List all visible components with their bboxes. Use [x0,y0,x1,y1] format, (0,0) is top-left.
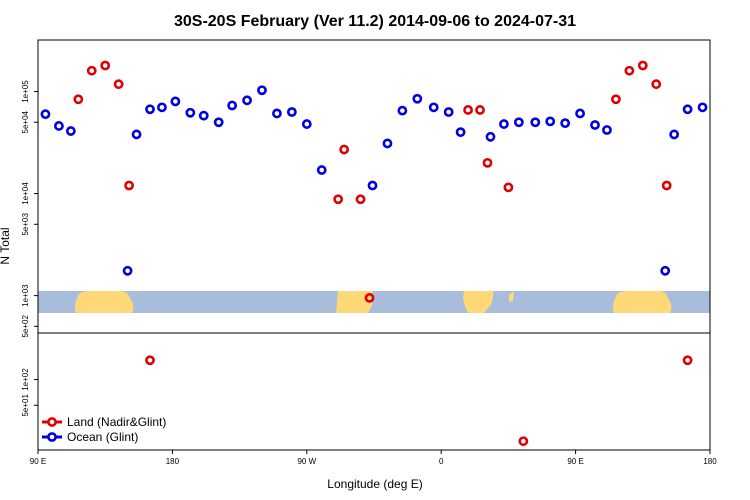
legend: Land (Nadir&Glint) Ocean (Glint) [42,415,166,444]
bottom-y-axis: 5e+01 1e+02 [21,368,38,417]
y-tick-label: 5e+01 [21,393,30,416]
land-point [611,94,621,105]
top-y-axis: 5e+02 1e+03 5e+03 1e+04 5e+04 1e+05 [21,80,38,338]
land-mass-africa [463,291,494,313]
ocean-point [530,117,541,128]
ocean-point [257,85,267,96]
ocean-point [602,125,612,135]
land-mass-madagascar [509,292,514,302]
land-point [124,180,134,191]
land-mass-australia [75,291,134,313]
ocean-point [485,131,496,142]
x-axis-label: Longitude (deg E) [327,477,422,491]
land-point [145,355,155,366]
ocean-point [185,107,196,118]
ocean-point [367,180,378,191]
land-point [624,65,635,76]
land-point [333,194,344,205]
ocean-point [412,93,423,104]
land-point [73,94,84,105]
x-axis: 90 E 180 90 W 0 90 E 180 [30,450,717,466]
legend-ocean-marker [47,432,57,442]
ocean-point [227,100,238,111]
ocean-point [65,126,76,136]
ocean-point [286,107,297,117]
land-point [651,79,662,90]
bottom-panel-frame [37,332,711,451]
x-tick-label: 90 W [297,457,316,466]
legend-land-marker [47,417,57,427]
ocean-point [122,265,133,276]
data-points [40,60,708,447]
ocean-point [157,102,167,113]
legend-item-ocean: Ocean (Glint) [42,430,138,444]
ocean-point [382,138,393,149]
ocean-point [560,118,571,129]
ocean-point [213,117,224,128]
ocean-point [545,116,556,127]
ocean-point [301,119,312,129]
ocean-point [499,119,509,129]
land-point [475,105,485,115]
ocean-point [513,117,524,128]
y-tick-label: 1e+04 [21,182,30,205]
x-tick-label: 90 E [567,457,583,466]
legend-ocean-label: Ocean (Glint) [67,430,138,444]
top-panel-frame [37,39,711,334]
ocean-point [316,165,327,175]
land-point [113,79,124,90]
legend-item-land: Land (Nadir&Glint) [42,415,166,429]
y-tick-label: 5e+02 [21,315,30,338]
ocean-point [669,129,680,140]
x-tick-label: 180 [166,457,180,466]
ocean-point [397,105,408,116]
land-mass-south-america [336,291,373,313]
land-point [661,180,672,191]
ocean-point [590,120,600,130]
land-point [637,60,648,71]
y-tick-label: 1e+03 [21,284,30,307]
land-point [364,292,375,303]
ocean-point [170,96,181,107]
y-tick-label: 1e+05 [21,80,30,103]
land-point [682,355,693,366]
ocean-band [38,291,710,313]
ocean-point [40,109,51,120]
ocean-point [131,129,142,140]
y-tick-label: 5e+04 [21,110,30,133]
y-tick-label: 5e+03 [21,213,30,236]
ocean-point [682,104,693,115]
legend-land-label: Land (Nadir&Glint) [67,415,166,429]
y-axis-label: N Total [0,227,12,264]
land-point [355,194,366,205]
x-tick-label: 90 E [30,457,46,466]
ocean-point [272,108,282,119]
ocean-point [198,110,209,121]
ocean-point [575,108,585,119]
land-point [463,105,473,115]
y-tick-label: 1e+02 [21,368,30,391]
top-panel: 5e+02 1e+03 5e+03 1e+04 5e+04 1e+05 [21,39,711,338]
land-mass-australia-repeat [613,291,672,313]
ocean-point [660,265,671,276]
land-point [339,144,350,155]
land-point [482,157,493,168]
land-point [503,182,514,193]
land-point [518,436,529,447]
ocean-point [443,107,454,117]
ocean-point [242,95,252,106]
chart-title: 30S-20S February (Ver 11.2) 2014-09-06 t… [174,13,576,30]
x-tick-label: 0 [439,457,444,466]
land-point [86,65,97,76]
x-tick-label: 180 [703,457,717,466]
ocean-point [428,102,439,113]
ocean-point [54,121,64,131]
ocean-point [455,127,466,138]
ocean-point [145,104,155,115]
ocean-point [697,102,708,113]
bottom-panel: 5e+01 1e+02 [21,332,711,451]
land-point [100,60,111,71]
